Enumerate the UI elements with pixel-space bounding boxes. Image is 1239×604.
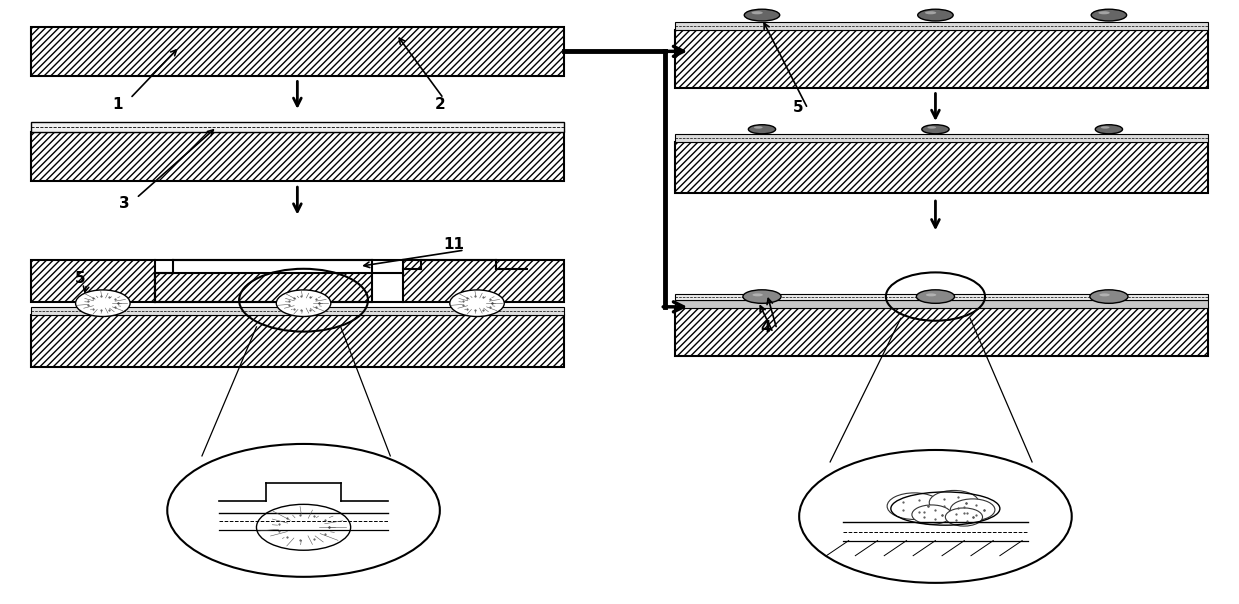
Circle shape: [450, 290, 504, 316]
Bar: [675, 142, 1208, 193]
Bar: [31, 122, 564, 132]
Ellipse shape: [926, 294, 937, 297]
Ellipse shape: [927, 126, 937, 129]
Circle shape: [799, 450, 1072, 583]
Circle shape: [256, 504, 351, 550]
Bar: [675, 300, 1208, 308]
Bar: [675, 134, 1208, 142]
Text: 4: 4: [761, 320, 772, 335]
Ellipse shape: [753, 126, 763, 129]
Ellipse shape: [918, 9, 953, 21]
Ellipse shape: [752, 11, 763, 14]
Circle shape: [276, 290, 331, 316]
Bar: [31, 315, 564, 367]
Text: 11: 11: [444, 237, 465, 252]
Ellipse shape: [917, 290, 954, 303]
Circle shape: [887, 493, 942, 519]
Circle shape: [945, 508, 983, 526]
Circle shape: [950, 499, 995, 521]
Bar: [403, 260, 564, 302]
Circle shape: [912, 505, 952, 524]
Bar: [155, 273, 372, 302]
Text: 5: 5: [793, 100, 804, 115]
Bar: [675, 308, 1208, 356]
Circle shape: [929, 490, 979, 515]
Bar: [675, 22, 1208, 30]
Text: 1: 1: [113, 97, 123, 112]
Circle shape: [76, 290, 130, 316]
Ellipse shape: [1095, 125, 1123, 134]
Bar: [31, 307, 564, 315]
Bar: [31, 260, 155, 302]
Bar: [31, 27, 564, 76]
Ellipse shape: [1092, 9, 1126, 21]
Ellipse shape: [745, 9, 779, 21]
Ellipse shape: [1101, 126, 1110, 129]
Ellipse shape: [1090, 290, 1127, 303]
Ellipse shape: [743, 290, 781, 303]
Ellipse shape: [752, 294, 763, 297]
Ellipse shape: [926, 11, 937, 14]
Bar: [31, 132, 564, 181]
Ellipse shape: [922, 125, 949, 134]
Bar: [675, 30, 1208, 88]
Text: 2: 2: [435, 97, 445, 112]
Circle shape: [167, 444, 440, 577]
Text: 5: 5: [74, 271, 85, 286]
Ellipse shape: [1099, 11, 1110, 14]
Ellipse shape: [748, 125, 776, 134]
Bar: [675, 294, 1208, 300]
Ellipse shape: [1099, 294, 1110, 297]
Text: 3: 3: [119, 196, 129, 211]
